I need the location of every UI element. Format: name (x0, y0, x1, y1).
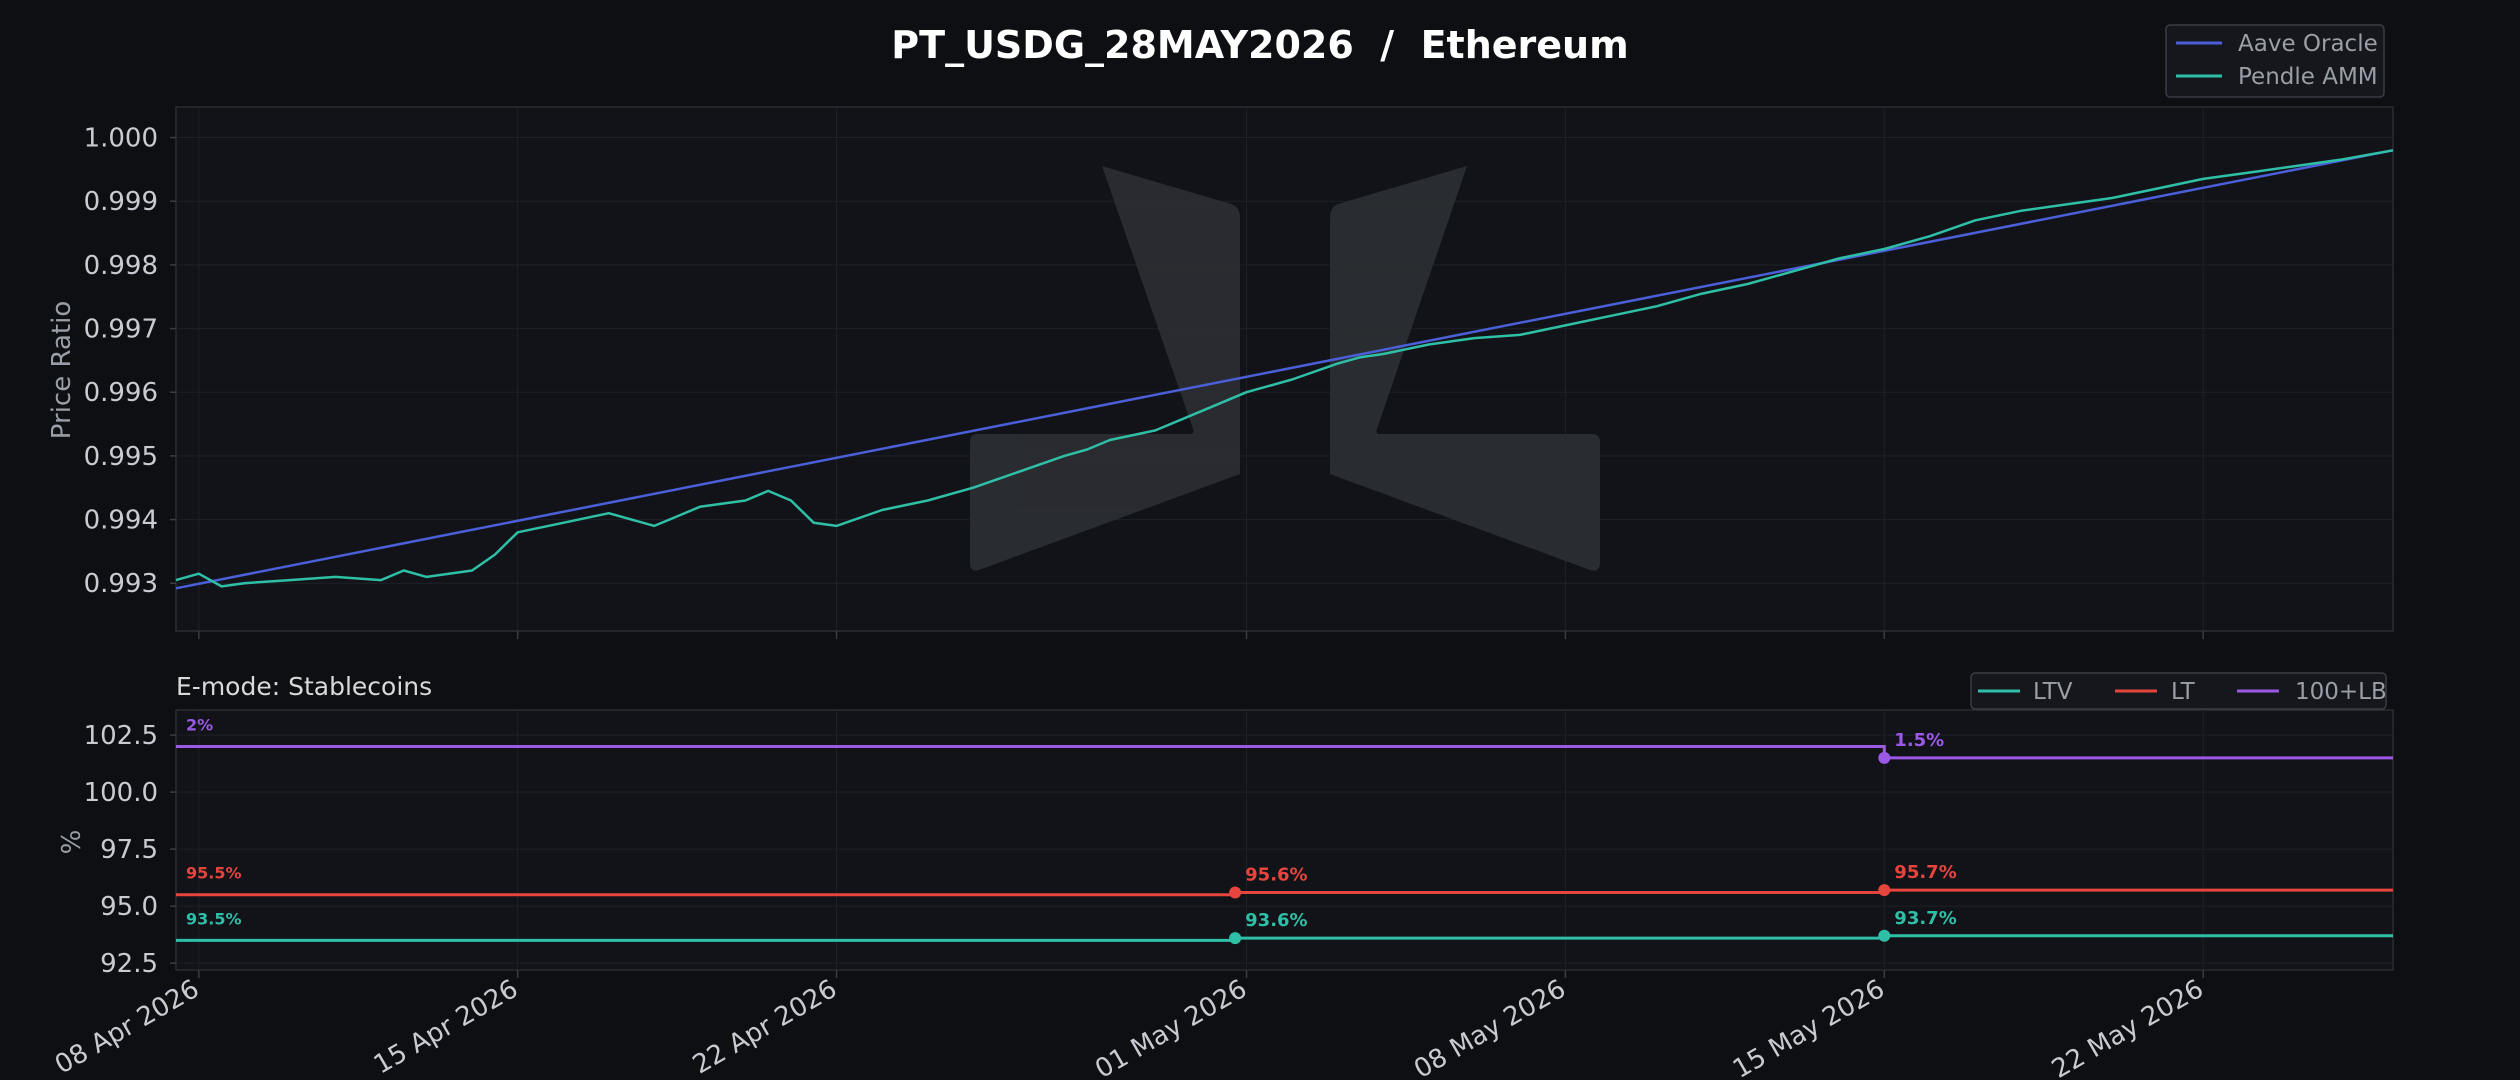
start-label-100-lb: 2% (186, 715, 213, 734)
price-y-tick-label: 0.993 (84, 569, 158, 599)
chart-title: PT_USDG_28MAY2026 / Ethereum (891, 23, 1628, 67)
price-y-tick-label: 0.994 (84, 506, 158, 536)
price-y-tick-label: 1.000 (84, 124, 158, 154)
change-label-ltv: 93.6% (1245, 910, 1307, 931)
legend-label-aave-oracle: Aave Oracle (2238, 31, 2378, 57)
emode-y-ticks: 92.5 95.0 97.5 100.0 102.5 (84, 721, 176, 979)
price-series-layer (175, 149, 2394, 590)
change-point-ltv (1229, 932, 1242, 945)
emode-series-layer: 93.5% 93.6% 93.7% 95.5% 95.6% 95.7% 2% 1.5% (176, 715, 2393, 945)
price-y-tick-label: 0.995 (84, 442, 158, 472)
emode-grid (176, 710, 2393, 970)
price-y-tick-label: 0.997 (84, 315, 158, 345)
price-y-tick-label: 0.996 (84, 378, 158, 408)
change-point-lt (1229, 886, 1242, 899)
price-y-axis-label: Price Ratio (47, 301, 77, 439)
legend-label-pendle-amm: Pendle AMM (2238, 64, 2378, 90)
emode-legend: LTV LT 100+LB (1970, 672, 2387, 710)
price-panel: 0.993 0.994 0.995 0.996 0.997 0.998 0.999 1.000… (47, 106, 2394, 632)
emode-legend-box (1970, 672, 2387, 710)
emode-y-tick-label: 92.5 (100, 949, 158, 979)
legend-label-lb: 100+LB (2295, 679, 2387, 705)
series-line-pendle-amm (175, 149, 2394, 588)
series-line-ltv (176, 934, 2393, 942)
price-y-tick-label: 0.999 (84, 187, 158, 217)
emode-y-tick-label: 100.0 (84, 778, 158, 808)
change-label-ltv: 93.7% (1894, 908, 1956, 929)
change-point-ltv (1878, 929, 1891, 942)
emode-y-tick-label: 97.5 (100, 835, 158, 865)
price-y-ticks: 0.993 0.994 0.995 0.996 0.997 0.998 0.999 1.000 (84, 124, 176, 599)
emode-y-tick-label: 102.5 (84, 721, 158, 751)
emode-y-axis-label: % (57, 830, 87, 855)
start-label-lt: 95.5% (186, 864, 242, 883)
logo-watermark (970, 166, 1600, 571)
price-y-tick-label: 0.998 (84, 251, 158, 281)
legend-label-lt: LT (2171, 679, 2196, 705)
emode-panel-frame (175, 709, 2394, 971)
price-legend: Aave Oracle Pendle AMM (2165, 24, 2385, 98)
legend-label-ltv: LTV (2033, 679, 2073, 705)
change-label-lt: 95.6% (1245, 864, 1307, 885)
series-line-lt (176, 888, 2393, 897)
start-label-ltv: 93.5% (186, 909, 242, 928)
price-grid (176, 107, 2393, 631)
emode-panel-title: E-mode: Stablecoins (176, 672, 432, 701)
change-point-lt (1878, 884, 1891, 897)
series-line-aave-oracle (175, 149, 2394, 590)
change-label-100-lb: 1.5% (1894, 730, 1944, 751)
emode-y-tick-label: 95.0 (100, 892, 158, 922)
change-point-100-lb (1878, 751, 1891, 764)
change-label-lt: 95.7% (1894, 862, 1956, 883)
emode-panel: E-mode: Stablecoins 93.5% 93.6% 93.7% 95.5%… (57, 672, 2394, 979)
